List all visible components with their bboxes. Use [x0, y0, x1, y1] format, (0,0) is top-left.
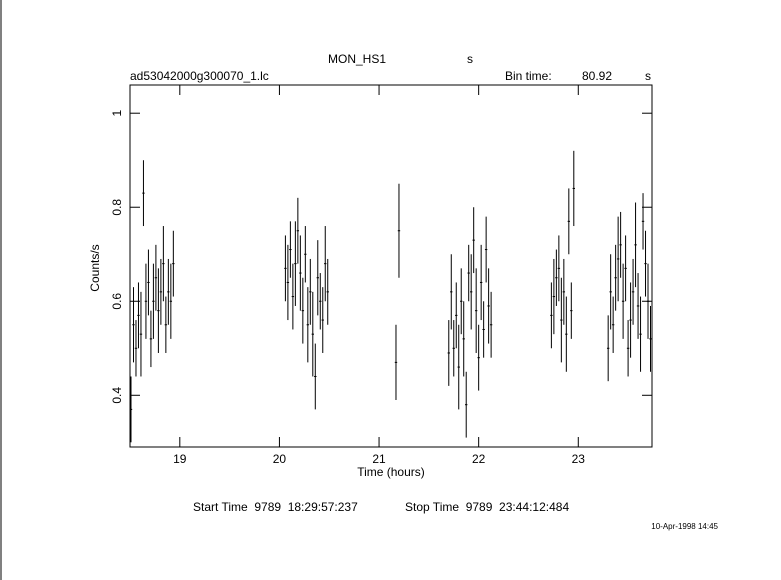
x-tick-label: 21 — [372, 452, 386, 466]
y-axis-label: Counts/s — [88, 244, 102, 291]
x-tick-label: 23 — [572, 452, 586, 466]
chart-title: MON_HS1 — [328, 52, 386, 66]
bin-time: 80.92 — [582, 69, 612, 83]
y-tick-label: 0.6 — [110, 293, 124, 310]
plot-frame — [129, 84, 653, 448]
y-tick-label: 1 — [110, 110, 124, 117]
y-tick-label: 0.8 — [110, 199, 124, 216]
stop-time: Stop Time 9789 23:44:12:484 — [405, 500, 569, 514]
bin-time-unit: s — [645, 69, 651, 83]
x-axis-label: Time (hours) — [357, 465, 425, 479]
x-tick-label: 19 — [173, 452, 187, 466]
y-tick-label: 0.4 — [110, 387, 124, 404]
x-tick-label: 22 — [472, 452, 486, 466]
date-stamp: 10-Apr-1998 14:45 — [651, 522, 718, 531]
subtitle: ad53042000g300070_1.lc — [130, 69, 269, 83]
bin-time-label: Bin time: — [505, 69, 552, 83]
title-unit: s — [467, 52, 473, 66]
start-time: Start Time 9789 18:29:57:237 — [193, 500, 358, 514]
x-tick-label: 20 — [273, 452, 287, 466]
